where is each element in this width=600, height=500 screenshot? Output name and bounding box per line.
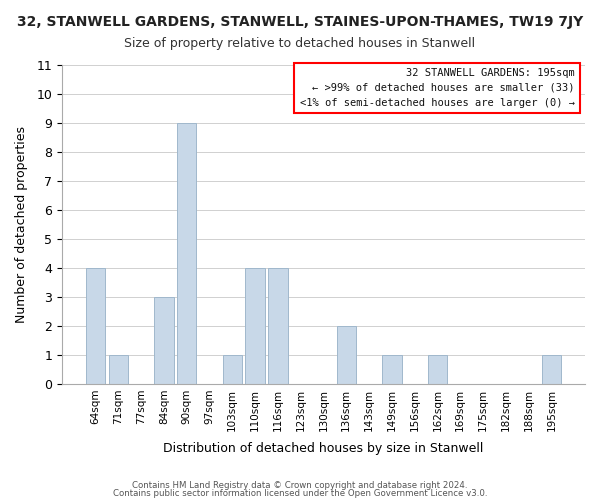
Bar [268, 268, 287, 384]
Bar [86, 268, 105, 384]
Bar [109, 355, 128, 384]
Bar [428, 355, 447, 384]
Text: Contains public sector information licensed under the Open Government Licence v3: Contains public sector information licen… [113, 488, 487, 498]
Bar [154, 297, 173, 384]
Y-axis label: Number of detached properties: Number of detached properties [15, 126, 28, 323]
Bar [245, 268, 265, 384]
Bar [223, 355, 242, 384]
Text: 32, STANWELL GARDENS, STANWELL, STAINES-UPON-THAMES, TW19 7JY: 32, STANWELL GARDENS, STANWELL, STAINES-… [17, 15, 583, 29]
Bar [382, 355, 401, 384]
Bar [177, 123, 196, 384]
Bar [337, 326, 356, 384]
Text: Contains HM Land Registry data © Crown copyright and database right 2024.: Contains HM Land Registry data © Crown c… [132, 481, 468, 490]
Text: Size of property relative to detached houses in Stanwell: Size of property relative to detached ho… [124, 38, 476, 51]
Bar [542, 355, 561, 384]
Text: 32 STANWELL GARDENS: 195sqm
← >99% of detached houses are smaller (33)
<1% of se: 32 STANWELL GARDENS: 195sqm ← >99% of de… [299, 68, 575, 108]
X-axis label: Distribution of detached houses by size in Stanwell: Distribution of detached houses by size … [163, 442, 484, 455]
